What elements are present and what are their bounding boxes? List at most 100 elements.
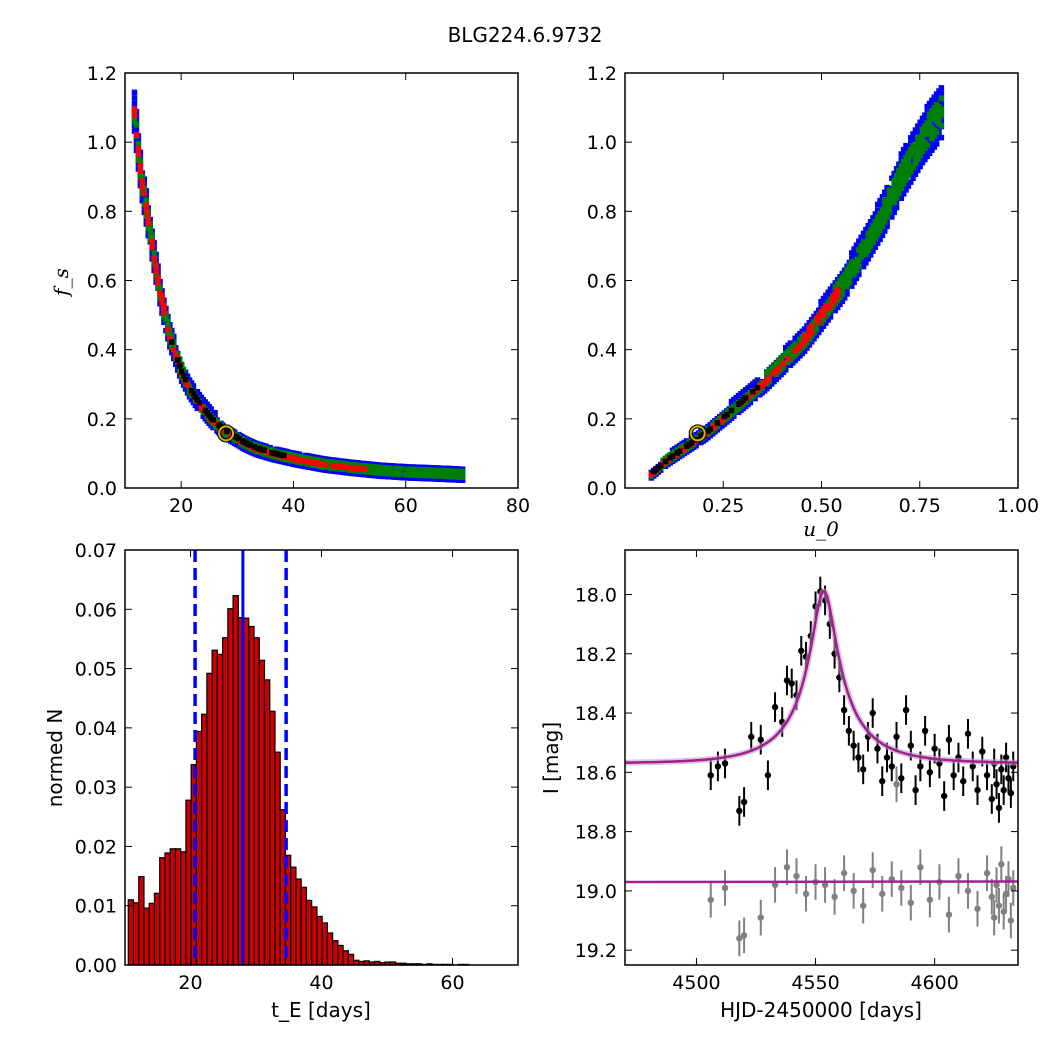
posterior-cell: [247, 442, 254, 448]
posterior-cell: [139, 178, 146, 185]
posterior-cell: [714, 420, 721, 426]
posterior-cell: [208, 406, 214, 412]
y-tick-label: 0.02: [75, 836, 117, 858]
histogram-bar: [279, 809, 287, 966]
y-tick-label: 0.2: [87, 409, 117, 431]
observed-point: [874, 745, 881, 752]
histogram-bar: [269, 710, 276, 966]
posterior-cell: [919, 132, 926, 138]
posterior-cell: [459, 468, 466, 475]
posterior-cell: [917, 152, 923, 159]
offset-point: [771, 881, 779, 889]
observed-point: [783, 677, 791, 684]
posterior-cell: [367, 463, 374, 470]
posterior-cell: [188, 380, 195, 386]
posterior-cell: [874, 201, 881, 208]
posterior-cell: [196, 400, 203, 406]
posterior-cell: [820, 306, 827, 313]
posterior-cell: [907, 152, 914, 158]
posterior-cell: [874, 240, 881, 246]
observed-point: [748, 733, 755, 740]
posterior-cell: [381, 473, 387, 480]
histogram-bar: [290, 866, 297, 966]
posterior-cell: [870, 248, 876, 254]
observed-point: [902, 706, 910, 714]
tE-histogram-bars: [127, 595, 470, 966]
posterior-cell: [131, 128, 138, 134]
fs-vs-tE-scatter: [131, 89, 466, 484]
observed-point: [771, 703, 779, 711]
y-tick-label: 0.6: [587, 271, 617, 293]
posterior-cell: [903, 165, 909, 172]
observed-point: [1002, 754, 1010, 761]
posterior-cell: [322, 461, 328, 468]
offset-point: [802, 890, 810, 898]
posterior-cell: [165, 326, 171, 333]
posterior-cell: [867, 252, 874, 258]
posterior-cell: [688, 440, 695, 446]
observed-point: [859, 766, 867, 773]
posterior-cell: [345, 461, 352, 468]
posterior-cell: [157, 290, 163, 296]
posterior-cell: [676, 448, 683, 454]
fs-vs-tE-ticks: 20 40 60 80 0.0 0.2 0.4 0.6 0.8 1.0 1.2: [87, 63, 530, 517]
y-tick-label: 0.8: [87, 201, 117, 223]
posterior-cell: [884, 214, 890, 220]
posterior-cell: [766, 375, 772, 381]
posterior-cell: [806, 332, 813, 338]
posterior-cell: [929, 135, 935, 142]
offset-point: [707, 896, 714, 903]
histogram-bar: [248, 625, 255, 966]
y-tick-label: 0.01: [75, 896, 117, 918]
posterior-cell: [194, 396, 201, 403]
offset-point: [945, 911, 953, 918]
posterior-cell: [412, 472, 419, 478]
posterior-cell: [749, 389, 756, 395]
x-tick-label: 40: [309, 972, 333, 994]
posterior-cell: [161, 304, 167, 310]
posterior-cell: [285, 454, 291, 461]
histogram-bar: [138, 876, 145, 966]
posterior-cell: [304, 455, 311, 461]
posterior-cell: [858, 254, 864, 260]
posterior-cell: [787, 340, 794, 346]
x-tick-label: 20: [178, 972, 202, 994]
x-tick-label: 4600: [910, 972, 958, 994]
posterior-cell: [155, 274, 161, 281]
posterior-cell: [910, 136, 916, 143]
y-tick-label: 19.2: [575, 940, 617, 962]
posterior-cell: [891, 209, 897, 216]
offset-point: [736, 935, 743, 942]
offset-point: [893, 780, 900, 788]
posterior-cell: [801, 338, 808, 345]
light-curve-frame: [624, 549, 1019, 966]
posterior-cell: [149, 238, 155, 245]
observed-point: [850, 742, 857, 749]
offset-point: [850, 887, 857, 895]
histogram-bar: [132, 902, 140, 966]
posterior-cell: [133, 132, 140, 138]
posterior-cell: [135, 145, 142, 152]
posterior-cell: [900, 191, 907, 197]
histogram-bar: [221, 637, 229, 966]
observed-point: [845, 727, 853, 735]
model-curve-band: [624, 587, 1018, 766]
posterior-cell: [212, 420, 218, 426]
offset-point: [998, 861, 1005, 868]
posterior-cell: [780, 360, 787, 367]
y-tick-label: 0.06: [75, 599, 117, 621]
y-tick-label: 18.0: [575, 584, 617, 606]
x-tick-label: 1.00: [997, 495, 1039, 517]
posterior-cell: [877, 227, 883, 234]
posterior-cell: [133, 125, 140, 132]
posterior-cell: [929, 147, 935, 153]
posterior-cell: [915, 156, 921, 163]
posterior-cell: [397, 471, 403, 478]
light-curve-ylabel: I [mag]: [539, 722, 563, 794]
observed-point: [893, 733, 900, 740]
histogram-bar: [274, 751, 281, 966]
posterior-cell: [341, 464, 348, 470]
posterior-cell: [896, 179, 902, 185]
best-fit-marker: [218, 425, 235, 442]
posterior-cell: [792, 341, 798, 347]
